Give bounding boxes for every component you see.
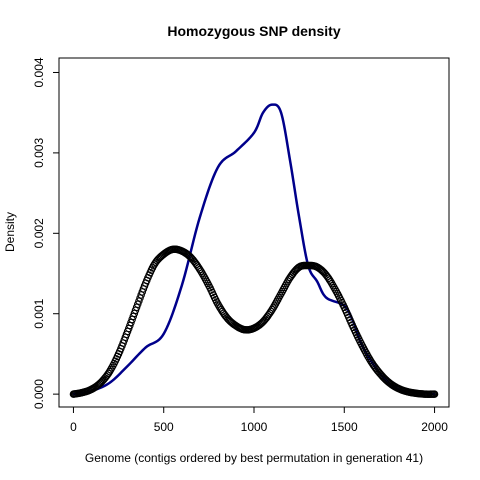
data-point xyxy=(430,390,439,398)
data-point xyxy=(268,305,276,314)
chart-title: Homozygous SNP density xyxy=(167,23,340,39)
data-point xyxy=(325,276,334,284)
y-tick-label: 0.002 xyxy=(32,218,46,248)
data-point xyxy=(197,267,205,276)
y-tick-label: 0.004 xyxy=(32,57,46,87)
x-tick-label: 500 xyxy=(154,420,174,434)
x-tick-label: 0 xyxy=(70,420,77,434)
y-tick-label: 0.001 xyxy=(32,298,46,328)
series-line-0 xyxy=(73,103,435,396)
x-axis-label: Genome (contigs ordered by best permutat… xyxy=(85,451,423,465)
series-points-1 xyxy=(69,245,439,398)
data-point xyxy=(196,265,204,274)
plot-area xyxy=(69,103,439,398)
y-axis-label: Density xyxy=(3,212,17,252)
data-point xyxy=(365,354,373,363)
x-tick-label: 1500 xyxy=(331,420,358,434)
y-tick-label: 0.003 xyxy=(32,138,46,168)
y-tick-label: 0.000 xyxy=(32,379,46,409)
x-axis: 0 500 1000 1500 2000 xyxy=(70,406,448,434)
data-point xyxy=(105,367,114,376)
y-axis: 0.000 0.001 0.002 0.003 0.004 xyxy=(32,57,60,409)
x-tick-label: 2000 xyxy=(421,420,448,434)
x-tick-label: 1000 xyxy=(241,420,268,434)
